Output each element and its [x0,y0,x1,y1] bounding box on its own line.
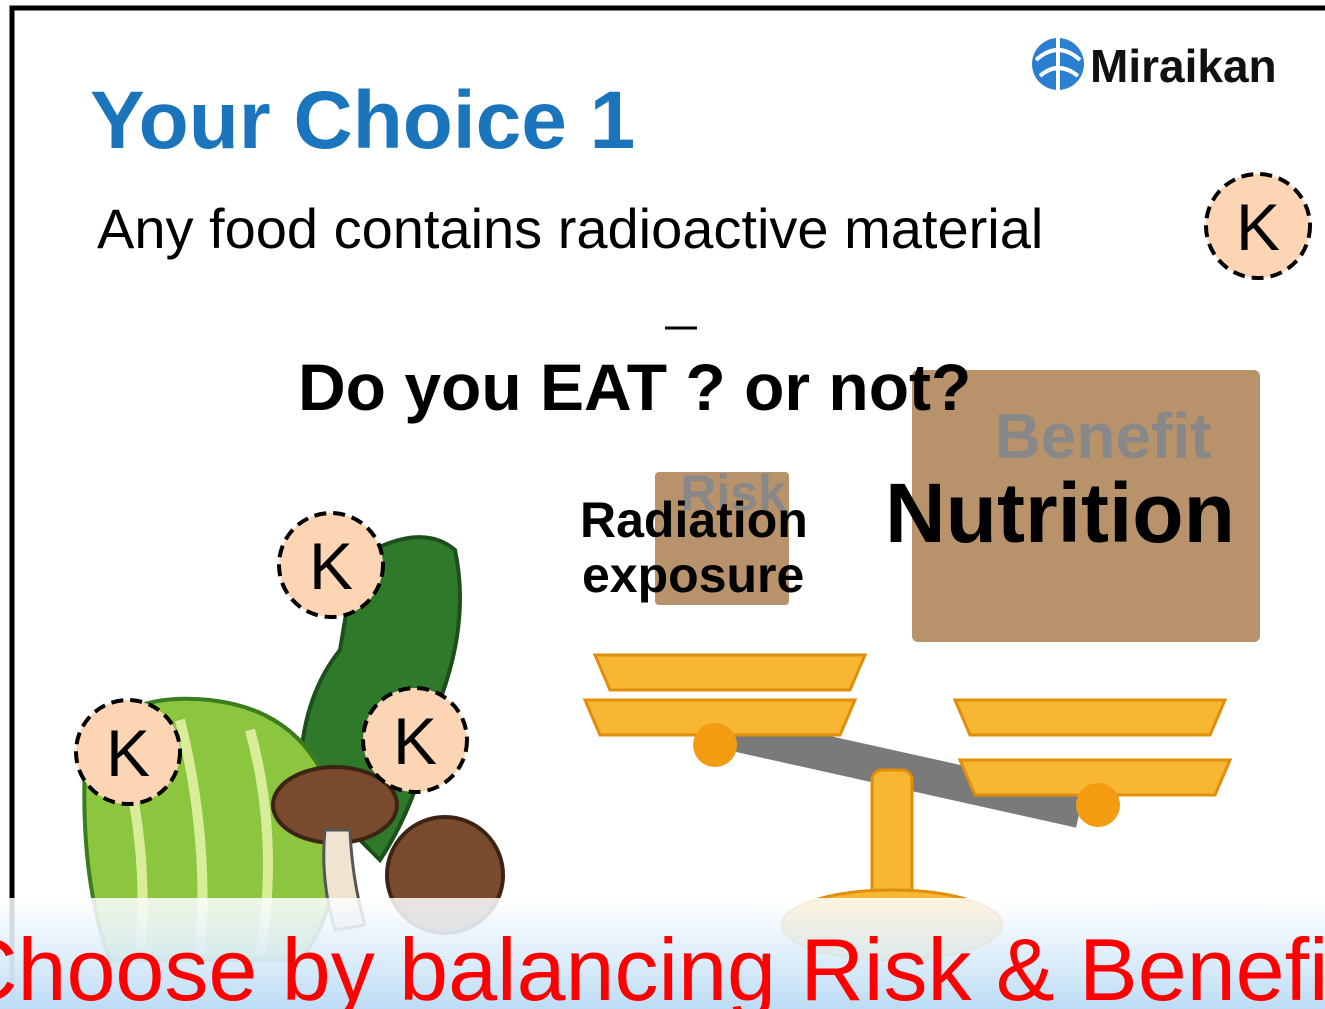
k-marker-label: K [393,704,437,778]
risk-line: Radiation [580,492,808,548]
k-marker-label: K [106,716,150,790]
risk-line: exposure [582,547,804,603]
title: Your Choice 1 [90,75,635,166]
logo-text: Miraikan [1090,40,1277,92]
logo: Miraikan [1032,38,1277,92]
k-marker-label: K [1236,190,1280,264]
benefit-label: Nutrition [885,466,1235,560]
slide: Miraikan Your Choice 1 Any food contains… [0,0,1325,1009]
benefit-heading: Benefit [995,400,1212,472]
footer-text: Choose by balancing Risk & Benefit [0,920,1325,1009]
k-marker-label: K [309,529,353,603]
subtitle: Any food contains radioactive material [97,197,1043,260]
question: Do you EAT ? or not? [298,350,971,424]
